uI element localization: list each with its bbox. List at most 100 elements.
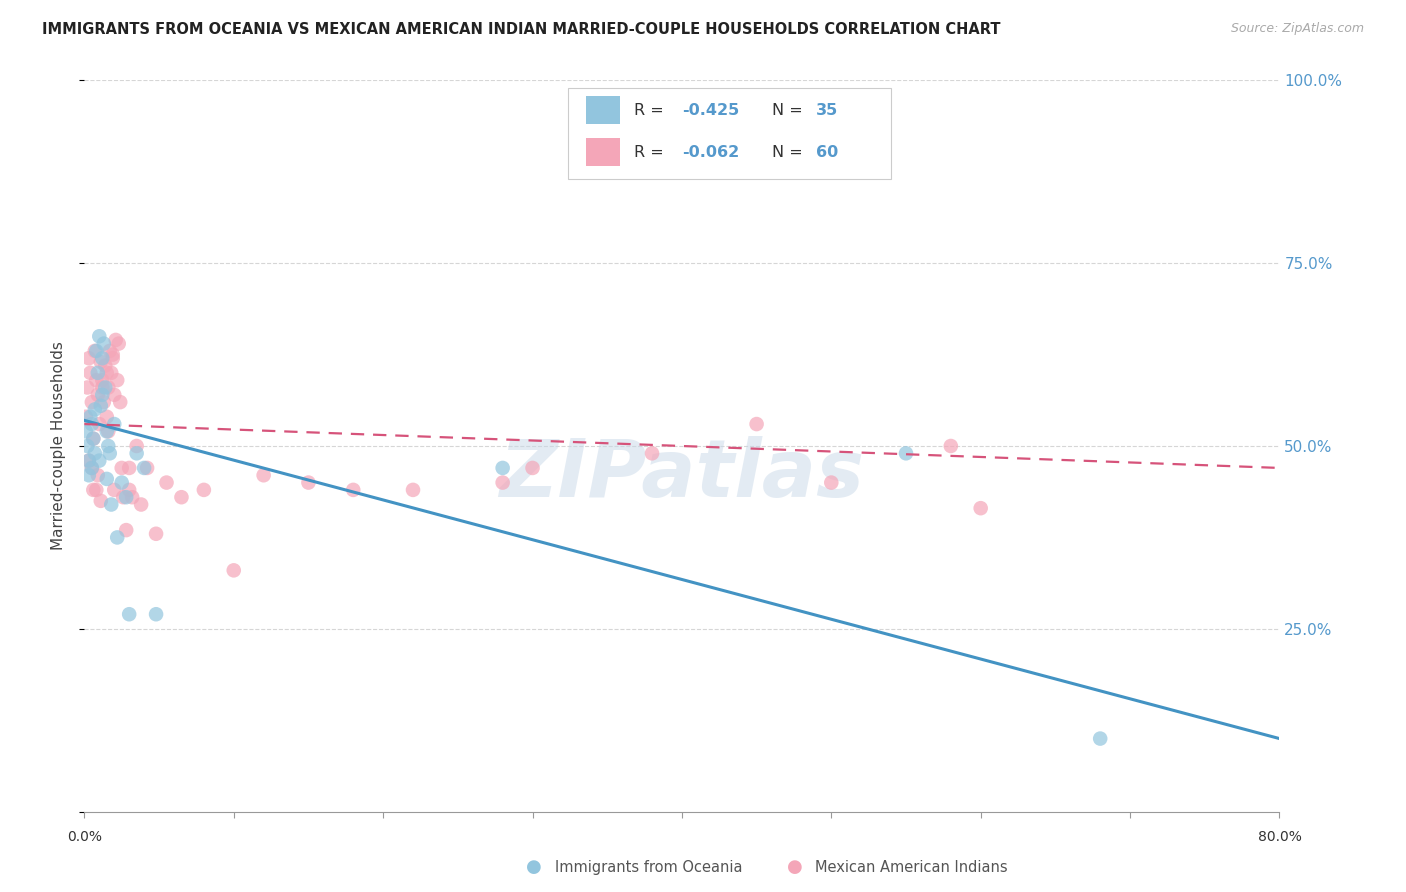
Point — [402, 483, 425, 497]
Point — [96, 366, 118, 380]
Point — [80, 417, 103, 431]
Text: R =: R = — [634, 145, 669, 160]
Point — [80, 461, 103, 475]
Point — [820, 475, 842, 490]
Point — [145, 607, 167, 622]
Point — [91, 388, 114, 402]
Point — [76, 380, 98, 394]
Point — [125, 439, 148, 453]
Point — [77, 468, 100, 483]
Point — [492, 475, 515, 490]
Point — [98, 446, 121, 460]
Point — [894, 446, 917, 460]
Point — [87, 468, 110, 483]
Point — [105, 530, 128, 544]
Text: Mexican American Indians: Mexican American Indians — [815, 860, 1008, 874]
Point — [77, 351, 100, 366]
Point — [90, 355, 112, 369]
Point — [155, 475, 177, 490]
Bar — [586, 138, 620, 166]
Point — [97, 380, 120, 394]
Point — [98, 343, 121, 358]
Point — [82, 483, 104, 497]
Point — [80, 461, 103, 475]
Point — [193, 483, 215, 497]
Point — [222, 563, 245, 577]
Point — [94, 359, 117, 373]
Point — [145, 526, 167, 541]
Point — [132, 461, 156, 475]
Point — [83, 446, 105, 460]
Text: N =: N = — [772, 103, 807, 118]
Text: N =: N = — [772, 145, 807, 160]
Point — [91, 380, 114, 394]
Point — [118, 483, 141, 497]
Point — [136, 461, 159, 475]
Y-axis label: Married-couple Households: Married-couple Households — [51, 342, 66, 550]
Point — [111, 461, 134, 475]
Point — [96, 409, 118, 424]
Point — [86, 373, 108, 387]
Point — [107, 336, 129, 351]
Text: 60: 60 — [815, 145, 838, 160]
Text: Immigrants from Oceania: Immigrants from Oceania — [555, 860, 742, 874]
Point — [939, 439, 962, 453]
Point — [90, 399, 112, 413]
FancyBboxPatch shape — [568, 87, 891, 179]
Point — [79, 409, 101, 424]
Point — [100, 498, 122, 512]
Text: 35: 35 — [815, 103, 838, 118]
Point — [89, 329, 111, 343]
Point — [115, 523, 138, 537]
Point — [121, 490, 143, 504]
Point — [86, 483, 108, 497]
Text: IMMIGRANTS FROM OCEANIA VS MEXICAN AMERICAN INDIAN MARRIED-COUPLE HOUSEHOLDS COR: IMMIGRANTS FROM OCEANIA VS MEXICAN AMERI… — [42, 22, 1001, 37]
Point — [118, 461, 141, 475]
Point — [129, 498, 152, 512]
Point — [97, 439, 120, 453]
Point — [96, 472, 118, 486]
Point — [105, 373, 128, 387]
Text: -0.425: -0.425 — [682, 103, 740, 118]
Text: Source: ZipAtlas.com: Source: ZipAtlas.com — [1230, 22, 1364, 36]
Point — [75, 425, 97, 439]
Point — [77, 453, 100, 467]
Text: ZIPatlas: ZIPatlas — [499, 436, 865, 515]
Point — [82, 432, 104, 446]
Point — [522, 461, 544, 475]
Point — [83, 343, 105, 358]
Text: ●: ● — [526, 858, 543, 876]
Point — [75, 409, 97, 424]
Point — [96, 425, 118, 439]
Point — [970, 501, 993, 516]
Point — [91, 373, 114, 387]
Point — [97, 425, 120, 439]
Point — [492, 461, 515, 475]
Point — [103, 417, 125, 431]
Point — [110, 395, 132, 409]
Point — [103, 388, 125, 402]
Point — [86, 343, 108, 358]
Point — [77, 453, 100, 467]
Point — [641, 446, 664, 460]
Point — [91, 351, 114, 366]
Point — [89, 453, 111, 467]
Point — [93, 395, 115, 409]
Point — [100, 366, 122, 380]
Point — [104, 333, 127, 347]
Point — [125, 446, 148, 460]
Text: ●: ● — [786, 858, 803, 876]
Point — [1090, 731, 1112, 746]
Point — [101, 348, 124, 362]
Point — [87, 366, 110, 380]
Point — [112, 490, 135, 504]
Text: -0.062: -0.062 — [682, 145, 740, 160]
Point — [82, 432, 104, 446]
Point — [83, 402, 105, 417]
Point — [93, 336, 115, 351]
Point — [745, 417, 768, 431]
Point — [170, 490, 193, 504]
Point — [87, 388, 110, 402]
Point — [76, 439, 98, 453]
Text: 0.0%: 0.0% — [67, 830, 101, 844]
